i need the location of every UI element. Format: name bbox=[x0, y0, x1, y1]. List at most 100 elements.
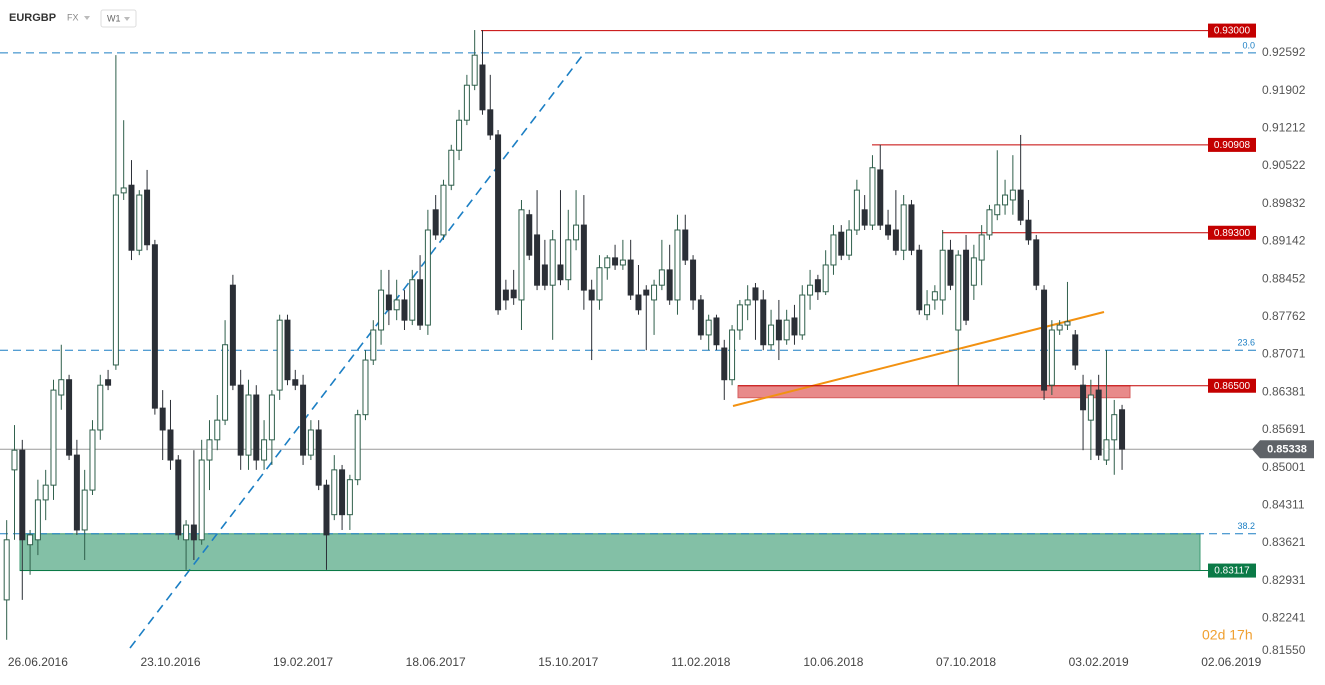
candle-body bbox=[463, 84, 470, 121]
candle-body bbox=[58, 379, 65, 396]
candle-body bbox=[323, 484, 330, 536]
candle-body bbox=[237, 384, 244, 456]
y-tick-label: 0.84311 bbox=[1262, 497, 1305, 511]
candle-body bbox=[432, 209, 439, 236]
y-tick-label: 0.83621 bbox=[1262, 535, 1306, 549]
dropdown-arrow bbox=[84, 16, 90, 20]
candle-body bbox=[892, 229, 899, 251]
candle-body bbox=[354, 414, 361, 481]
candle-body bbox=[1119, 409, 1126, 450]
candle-body bbox=[1111, 414, 1118, 441]
candle-body bbox=[775, 319, 782, 341]
level-label: 0.83117 bbox=[1214, 566, 1250, 577]
level-label: 0.93000 bbox=[1214, 26, 1251, 37]
bar-timer: 02d 17h bbox=[1202, 627, 1253, 643]
candle-body bbox=[877, 169, 884, 226]
candle-body bbox=[822, 264, 829, 293]
candle-body bbox=[814, 279, 821, 293]
candle-body bbox=[11, 449, 18, 471]
candle-body bbox=[549, 239, 556, 286]
x-tick-label: 23.10.2016 bbox=[140, 655, 200, 669]
candle-body bbox=[487, 109, 494, 136]
support-zone bbox=[19, 533, 1201, 572]
candle-body bbox=[744, 299, 751, 306]
candle-body bbox=[1002, 194, 1009, 206]
candle-body bbox=[112, 194, 119, 366]
candle-body bbox=[970, 257, 977, 286]
candle-body bbox=[268, 394, 275, 441]
candle-body bbox=[1080, 384, 1087, 411]
candle-body bbox=[105, 379, 112, 386]
candle-body bbox=[1103, 439, 1110, 461]
y-tick-label: 0.82931 bbox=[1262, 573, 1306, 587]
candle-body bbox=[495, 134, 502, 311]
candle-body bbox=[245, 394, 252, 456]
toolbar: EURGBP FX W1 bbox=[9, 9, 137, 28]
candle-body bbox=[916, 249, 923, 311]
x-tick-label: 02.06.2019 bbox=[1201, 655, 1261, 669]
candle-body bbox=[799, 294, 806, 336]
candle-body bbox=[409, 279, 416, 321]
candle-body bbox=[955, 254, 962, 331]
candle-body bbox=[807, 284, 814, 296]
candle-body bbox=[838, 231, 845, 256]
candle-body bbox=[853, 189, 860, 231]
candle-body bbox=[27, 534, 34, 546]
candle-body bbox=[300, 384, 307, 456]
candle-body bbox=[34, 499, 41, 541]
candle-body bbox=[705, 319, 712, 336]
level-box bbox=[1208, 378, 1256, 393]
market[interactable]: FX bbox=[67, 12, 79, 22]
candle-body bbox=[471, 54, 478, 86]
candle-body bbox=[674, 229, 681, 301]
x-tick-label: 03.02.2019 bbox=[1069, 655, 1129, 669]
y-tick-label: 0.88452 bbox=[1262, 271, 1306, 285]
candle-body bbox=[713, 317, 720, 346]
candle-body bbox=[596, 267, 603, 301]
candle-body bbox=[261, 439, 268, 461]
candle-body bbox=[1048, 329, 1055, 386]
level-label: 0.90908 bbox=[1214, 140, 1251, 151]
candle-body bbox=[440, 184, 447, 236]
y-tick-label: 0.89832 bbox=[1262, 196, 1306, 210]
candle-body bbox=[1095, 389, 1102, 456]
candle-body bbox=[175, 459, 182, 536]
candle-body bbox=[229, 284, 236, 386]
y-tick-label: 0.90522 bbox=[1262, 158, 1306, 172]
candle-body bbox=[502, 289, 509, 301]
interval[interactable]: W1 bbox=[107, 13, 121, 23]
candle-body bbox=[339, 469, 346, 516]
candle-body bbox=[479, 64, 486, 111]
candle-body bbox=[128, 184, 135, 251]
last-price-label: 0.85338 bbox=[1267, 444, 1307, 456]
candle-body bbox=[89, 429, 96, 491]
candle-body bbox=[627, 259, 634, 296]
candle-body bbox=[635, 294, 642, 311]
x-tick-label: 26.06.2016 bbox=[8, 655, 68, 669]
candle-body bbox=[144, 189, 151, 246]
y-tick-label: 0.86381 bbox=[1262, 384, 1306, 398]
candle-body bbox=[417, 279, 424, 326]
x-tick-label: 11.02.2018 bbox=[671, 655, 730, 669]
candle-body bbox=[214, 419, 221, 441]
interval-box[interactable] bbox=[100, 9, 137, 28]
candle-body bbox=[19, 449, 26, 541]
candle-body bbox=[1025, 219, 1032, 241]
candle-body bbox=[768, 324, 775, 346]
candle-body bbox=[190, 524, 197, 541]
candle-body bbox=[994, 204, 1001, 216]
candle-body bbox=[869, 167, 876, 226]
candle-body bbox=[1072, 334, 1079, 366]
symbol[interactable]: EURGBP bbox=[9, 12, 56, 24]
y-tick-label: 0.87762 bbox=[1262, 309, 1306, 323]
candle-body bbox=[939, 249, 946, 301]
candle-body bbox=[378, 289, 385, 331]
candle-body bbox=[541, 264, 548, 286]
candle-body bbox=[331, 469, 338, 516]
candle-body bbox=[534, 234, 541, 286]
x-tick-label: 18.06.2017 bbox=[406, 655, 466, 669]
x-tick-label: 15.10.2017 bbox=[538, 655, 598, 669]
candle-body bbox=[830, 234, 837, 266]
candle-body bbox=[284, 319, 291, 381]
